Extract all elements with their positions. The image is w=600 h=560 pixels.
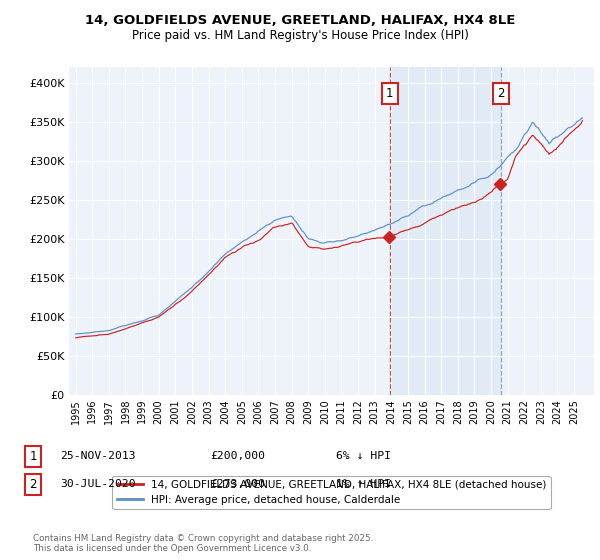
Text: 2: 2 bbox=[29, 478, 37, 491]
Text: Contains HM Land Registry data © Crown copyright and database right 2025.
This d: Contains HM Land Registry data © Crown c… bbox=[33, 534, 373, 553]
Text: £200,000: £200,000 bbox=[210, 451, 265, 461]
Text: £273,000: £273,000 bbox=[210, 479, 265, 489]
Text: Price paid vs. HM Land Registry's House Price Index (HPI): Price paid vs. HM Land Registry's House … bbox=[131, 29, 469, 42]
Text: 6% ↓ HPI: 6% ↓ HPI bbox=[336, 451, 391, 461]
Text: 30-JUL-2020: 30-JUL-2020 bbox=[60, 479, 136, 489]
Legend: 14, GOLDFIELDS AVENUE, GREETLAND, HALIFAX, HX4 8LE (detached house), HPI: Averag: 14, GOLDFIELDS AVENUE, GREETLAND, HALIFA… bbox=[112, 475, 551, 509]
Bar bbox=[389, 67, 500, 395]
Text: 1% ↑ HPI: 1% ↑ HPI bbox=[336, 479, 391, 489]
Text: 1: 1 bbox=[386, 87, 394, 100]
Text: 2: 2 bbox=[497, 87, 505, 100]
Text: 25-NOV-2013: 25-NOV-2013 bbox=[60, 451, 136, 461]
Text: 1: 1 bbox=[29, 450, 37, 463]
Text: 14, GOLDFIELDS AVENUE, GREETLAND, HALIFAX, HX4 8LE: 14, GOLDFIELDS AVENUE, GREETLAND, HALIFA… bbox=[85, 14, 515, 27]
